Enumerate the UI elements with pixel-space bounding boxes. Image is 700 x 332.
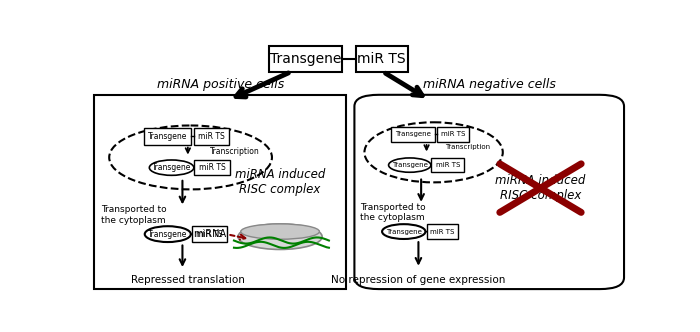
Text: Transported to
the cytoplasm: Transported to the cytoplasm: [101, 205, 167, 225]
Ellipse shape: [382, 224, 426, 239]
Text: miRNA induced
RISC complex: miRNA induced RISC complex: [496, 174, 586, 202]
Bar: [391, 127, 435, 142]
Text: miRNA negative cells: miRNA negative cells: [423, 78, 556, 91]
Text: Transgene: Transgene: [395, 131, 431, 137]
Text: Transported to
the cytoplasm: Transported to the cytoplasm: [360, 203, 426, 222]
Text: miR TS: miR TS: [441, 131, 466, 137]
Text: Transgene: Transgene: [148, 132, 187, 141]
Bar: [438, 127, 469, 142]
Ellipse shape: [238, 224, 322, 249]
Text: miR TS: miR TS: [198, 132, 225, 141]
Text: Transgene: Transgene: [270, 52, 342, 66]
Text: Transcription: Transcription: [446, 144, 491, 150]
FancyBboxPatch shape: [354, 95, 624, 289]
Text: Transgene: Transgene: [386, 228, 421, 235]
Text: miR TS: miR TS: [358, 52, 406, 66]
Text: miR TS: miR TS: [435, 162, 460, 168]
Bar: [144, 128, 190, 145]
Bar: [94, 95, 346, 289]
Text: miRNA positive cells: miRNA positive cells: [157, 78, 284, 91]
Ellipse shape: [149, 160, 194, 175]
Text: No repression of gene expression: No repression of gene expression: [331, 275, 505, 285]
Text: Transcription: Transcription: [209, 146, 259, 156]
Text: miR TS: miR TS: [197, 230, 223, 239]
Ellipse shape: [241, 224, 319, 239]
Text: miR TS: miR TS: [430, 229, 454, 235]
Bar: [193, 226, 228, 242]
Text: Transgene: Transgene: [148, 230, 188, 239]
Text: Repressed translation: Repressed translation: [131, 275, 245, 285]
Bar: [431, 158, 464, 172]
Text: miRNA: miRNA: [193, 229, 226, 239]
Bar: [356, 46, 407, 72]
Ellipse shape: [145, 226, 191, 242]
Bar: [426, 224, 458, 239]
Text: Transgene: Transgene: [152, 163, 191, 172]
Bar: [195, 160, 230, 175]
Bar: [194, 128, 229, 145]
Ellipse shape: [389, 158, 431, 172]
Text: Transgene: Transgene: [392, 162, 428, 168]
Text: miRNA induced
RISC complex: miRNA induced RISC complex: [235, 168, 326, 196]
Bar: [270, 46, 342, 72]
Text: miR TS: miR TS: [199, 163, 225, 172]
